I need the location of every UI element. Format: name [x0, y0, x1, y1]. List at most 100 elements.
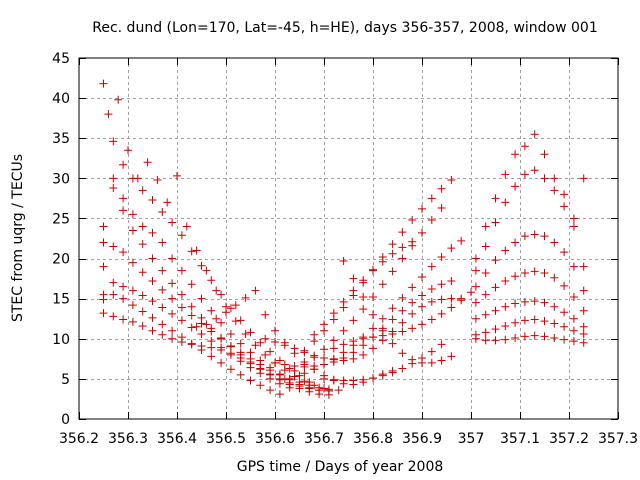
data-point — [148, 228, 157, 237]
data-point — [418, 320, 426, 329]
data-point — [378, 280, 387, 289]
data-point — [236, 370, 245, 379]
data-point — [388, 339, 397, 348]
data-point — [212, 314, 221, 323]
data-point — [128, 210, 137, 219]
data-point — [256, 338, 265, 347]
data-point — [378, 257, 387, 266]
data-point — [437, 309, 446, 318]
x-tick-label: 356.3 — [108, 431, 148, 447]
data-point — [339, 340, 348, 349]
data-point — [158, 320, 167, 329]
data-point — [148, 313, 157, 322]
data-point — [261, 334, 270, 343]
data-point — [511, 299, 520, 308]
data-point — [256, 381, 265, 390]
data-point — [339, 348, 348, 357]
data-point — [246, 328, 255, 337]
data-point — [418, 358, 426, 367]
data-point — [271, 358, 279, 367]
data-point — [418, 302, 426, 311]
data-point — [511, 238, 520, 247]
data-point — [359, 305, 368, 314]
data-point — [187, 323, 196, 332]
data-point — [207, 352, 216, 361]
data-point — [148, 254, 157, 263]
x-axis-label: GPS time / Days of year 2008 — [237, 459, 444, 475]
x-tick-label: 356.8 — [353, 431, 393, 447]
data-point — [550, 273, 559, 282]
data-point — [369, 333, 377, 342]
x-tick-label: 356.4 — [157, 431, 197, 447]
y-tick-label: 5 — [61, 372, 70, 388]
data-point — [226, 329, 235, 338]
data-point — [579, 262, 588, 271]
data-point — [138, 307, 147, 316]
data-point — [315, 390, 324, 399]
data-point — [520, 316, 529, 325]
data-point — [128, 286, 137, 295]
data-point — [437, 356, 446, 365]
data-point — [158, 238, 167, 247]
data-point — [540, 332, 549, 341]
data-point — [99, 295, 108, 304]
data-point — [550, 186, 559, 195]
data-point — [339, 376, 348, 385]
data-point — [398, 306, 407, 315]
data-point — [128, 226, 137, 235]
data-point — [520, 332, 529, 341]
data-point — [471, 266, 480, 275]
grid-lines — [79, 58, 618, 419]
data-point — [339, 297, 348, 306]
data-point — [398, 349, 407, 358]
data-point — [182, 222, 191, 231]
data-point — [408, 309, 417, 318]
data-point — [148, 326, 157, 335]
data-point — [177, 303, 186, 312]
data-point — [217, 346, 226, 355]
data-point — [168, 326, 177, 335]
data-point — [256, 365, 265, 374]
data-point — [418, 204, 426, 213]
data-point — [481, 242, 490, 251]
data-point — [217, 318, 226, 327]
data-point — [427, 194, 436, 203]
data-point — [569, 314, 578, 323]
y-axis-ticks: 0 5 10 15 20 25 30 35 40 45 — [52, 51, 618, 428]
data-point — [246, 376, 255, 385]
data-point — [177, 266, 186, 275]
data-point — [99, 79, 108, 88]
x-tick-label: 356.9 — [402, 431, 442, 447]
data-point — [212, 286, 221, 295]
data-point — [540, 174, 549, 183]
data-point — [398, 327, 407, 336]
y-tick-label: 40 — [52, 91, 70, 107]
data-point — [447, 277, 456, 286]
data-point — [119, 315, 128, 324]
data-point — [550, 302, 559, 311]
x-tick-label: 357 — [458, 431, 485, 447]
data-point — [128, 317, 137, 326]
data-point — [300, 369, 309, 378]
data-point — [540, 268, 549, 277]
data-point — [427, 262, 436, 271]
data-point — [369, 310, 377, 319]
data-point — [520, 142, 529, 151]
data-point — [550, 238, 559, 247]
data-point — [114, 95, 123, 104]
data-point — [124, 146, 132, 155]
data-point — [158, 208, 167, 217]
data-point — [173, 171, 181, 180]
data-point — [481, 310, 490, 319]
data-point — [310, 353, 319, 362]
data-point — [290, 366, 299, 375]
data-point — [99, 238, 108, 247]
data-point — [109, 312, 118, 321]
data-point — [148, 297, 157, 306]
data-point — [569, 214, 578, 223]
data-point — [275, 375, 284, 384]
data-point — [236, 339, 245, 348]
y-tick-label: 25 — [52, 211, 70, 227]
data-point — [280, 341, 289, 350]
data-point — [192, 322, 201, 331]
